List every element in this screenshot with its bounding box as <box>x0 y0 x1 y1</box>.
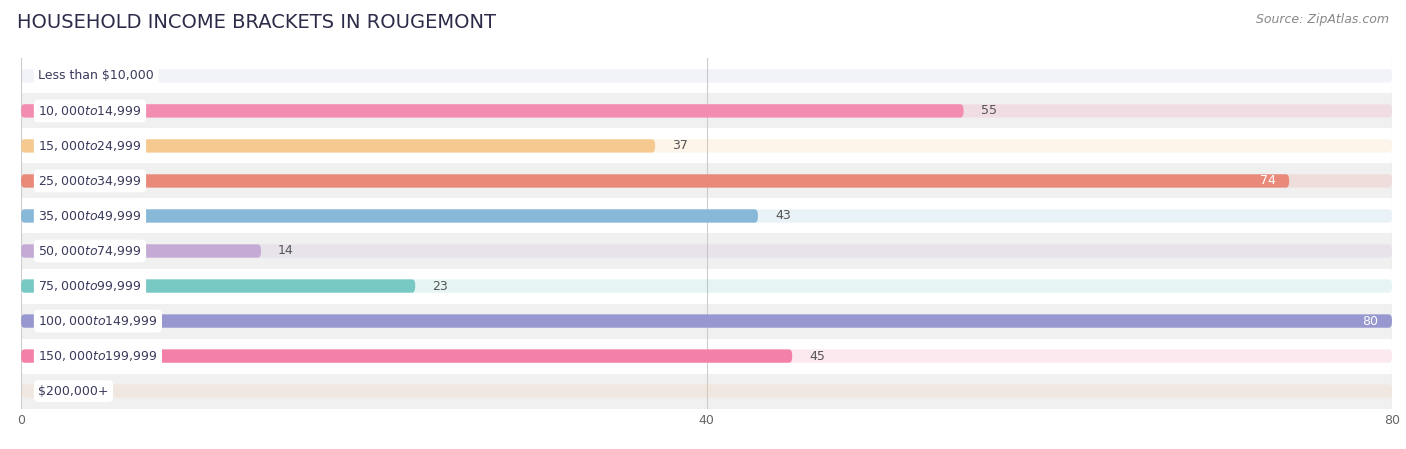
FancyBboxPatch shape <box>21 209 1392 223</box>
FancyBboxPatch shape <box>21 233 1392 269</box>
FancyBboxPatch shape <box>21 93 1392 128</box>
Text: 55: 55 <box>981 105 997 117</box>
FancyBboxPatch shape <box>21 174 1289 188</box>
FancyBboxPatch shape <box>21 209 758 223</box>
Text: 43: 43 <box>775 210 790 222</box>
Text: 45: 45 <box>810 350 825 362</box>
FancyBboxPatch shape <box>21 279 415 293</box>
Text: 14: 14 <box>278 245 294 257</box>
Text: $35,000 to $49,999: $35,000 to $49,999 <box>38 209 142 223</box>
Text: $200,000+: $200,000+ <box>38 385 108 397</box>
Text: $25,000 to $34,999: $25,000 to $34,999 <box>38 174 142 188</box>
FancyBboxPatch shape <box>21 349 792 363</box>
Text: 74: 74 <box>1260 175 1275 187</box>
FancyBboxPatch shape <box>21 139 655 153</box>
Text: $15,000 to $24,999: $15,000 to $24,999 <box>38 139 142 153</box>
FancyBboxPatch shape <box>21 339 1392 374</box>
FancyBboxPatch shape <box>21 244 262 258</box>
FancyBboxPatch shape <box>21 198 1392 233</box>
FancyBboxPatch shape <box>21 128 1392 163</box>
Text: $50,000 to $74,999: $50,000 to $74,999 <box>38 244 142 258</box>
Text: 37: 37 <box>672 140 688 152</box>
Text: $150,000 to $199,999: $150,000 to $199,999 <box>38 349 157 363</box>
FancyBboxPatch shape <box>21 174 1392 188</box>
Text: 0: 0 <box>38 70 46 82</box>
Text: Less than $10,000: Less than $10,000 <box>38 70 155 82</box>
FancyBboxPatch shape <box>21 279 1392 293</box>
FancyBboxPatch shape <box>21 58 1392 93</box>
FancyBboxPatch shape <box>21 304 1392 339</box>
FancyBboxPatch shape <box>21 384 1392 398</box>
FancyBboxPatch shape <box>21 374 1392 409</box>
Text: 0: 0 <box>38 385 46 397</box>
FancyBboxPatch shape <box>21 244 1392 258</box>
Text: $100,000 to $149,999: $100,000 to $149,999 <box>38 314 157 328</box>
FancyBboxPatch shape <box>21 269 1392 304</box>
FancyBboxPatch shape <box>21 104 963 118</box>
FancyBboxPatch shape <box>21 69 1392 83</box>
Text: $75,000 to $99,999: $75,000 to $99,999 <box>38 279 142 293</box>
FancyBboxPatch shape <box>21 163 1392 198</box>
FancyBboxPatch shape <box>21 314 1392 328</box>
FancyBboxPatch shape <box>21 349 1392 363</box>
FancyBboxPatch shape <box>21 139 1392 153</box>
Text: Source: ZipAtlas.com: Source: ZipAtlas.com <box>1256 13 1389 26</box>
Text: HOUSEHOLD INCOME BRACKETS IN ROUGEMONT: HOUSEHOLD INCOME BRACKETS IN ROUGEMONT <box>17 13 496 32</box>
FancyBboxPatch shape <box>21 104 1392 118</box>
Text: 23: 23 <box>433 280 449 292</box>
FancyBboxPatch shape <box>21 314 1392 328</box>
Text: 80: 80 <box>1362 315 1378 327</box>
Text: $10,000 to $14,999: $10,000 to $14,999 <box>38 104 142 118</box>
